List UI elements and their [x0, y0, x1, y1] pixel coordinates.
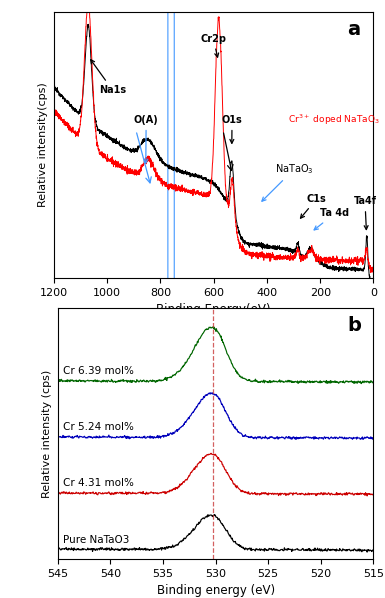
- Text: Cr 5.24 mol%: Cr 5.24 mol%: [63, 422, 134, 432]
- Text: Na1s: Na1s: [91, 60, 126, 95]
- Text: a: a: [348, 20, 361, 39]
- Text: Cr2p: Cr2p: [200, 33, 226, 57]
- Text: Cr$^{3+}$ doped NaTaO$_3$: Cr$^{3+}$ doped NaTaO$_3$: [288, 112, 380, 127]
- Text: Pure NaTaO3: Pure NaTaO3: [63, 535, 129, 545]
- Text: O(A): O(A): [134, 115, 159, 163]
- Text: O1s: O1s: [222, 115, 243, 144]
- X-axis label: Binding energy (eV): Binding energy (eV): [157, 584, 275, 597]
- Y-axis label: Relative intensity (cps): Relative intensity (cps): [42, 370, 52, 498]
- Text: Cr 4.31 mol%: Cr 4.31 mol%: [63, 478, 134, 489]
- Text: NaTaO$_3$: NaTaO$_3$: [262, 162, 314, 201]
- Y-axis label: Relative intensity(cps): Relative intensity(cps): [38, 83, 49, 208]
- X-axis label: Binding Energy(eV): Binding Energy(eV): [156, 303, 271, 316]
- Text: Ta 4d: Ta 4d: [314, 209, 349, 230]
- Text: Cr 6.39 mol%: Cr 6.39 mol%: [63, 367, 134, 376]
- Text: Ta4f: Ta4f: [353, 196, 377, 230]
- Text: b: b: [347, 316, 361, 334]
- Text: C1s: C1s: [301, 194, 326, 218]
